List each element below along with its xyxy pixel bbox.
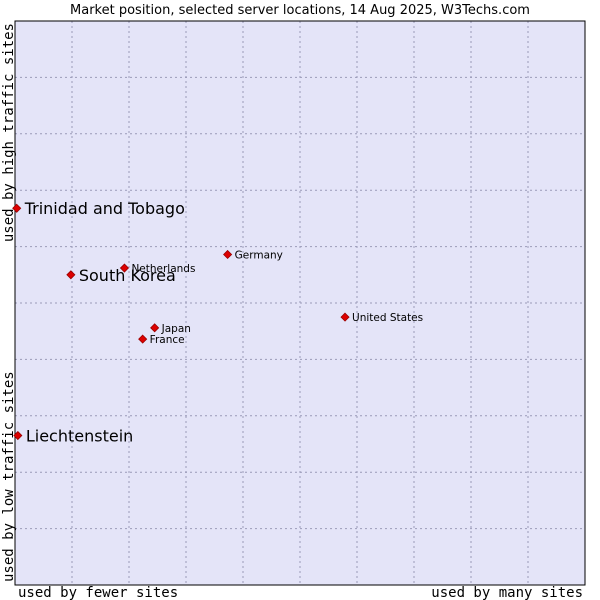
point-germany xyxy=(223,249,233,260)
point-netherlands xyxy=(119,263,130,273)
plot-border xyxy=(14,20,586,586)
point-label-south-korea: South Korea xyxy=(79,266,176,285)
data-points: Trinidad and Tobago South Korea Liechtenst… xyxy=(12,199,423,446)
x-axis-label-right: used by many sites xyxy=(431,585,583,600)
point-label-liechtenstein: Liechtenstein xyxy=(26,427,133,446)
point-label-france: France xyxy=(150,334,185,346)
y-axis-label-top: used by high traffic sites xyxy=(1,23,17,242)
point-label-germany: Germany xyxy=(235,249,283,261)
point-united-states xyxy=(340,312,350,322)
point-label-netherlands: Netherlands xyxy=(131,263,195,275)
point-label-japan: Japan xyxy=(161,323,191,335)
point-label-trinidad-and-tobago: Trinidad and Tobago xyxy=(24,199,185,218)
point-label-united-states: United States xyxy=(352,312,423,324)
grid-lines xyxy=(15,21,585,585)
point-liechtenstein xyxy=(13,430,23,441)
y-axis-label-bottom: used by low traffic sites xyxy=(1,371,17,582)
x-axis-label-left: used by fewer sites xyxy=(18,585,178,600)
point-trinidad-and-tobago xyxy=(12,203,22,213)
point-japan xyxy=(150,323,160,333)
point-south-korea xyxy=(66,270,76,280)
chart-title: Market position, selected server locatio… xyxy=(70,3,530,18)
point-france xyxy=(138,334,148,344)
